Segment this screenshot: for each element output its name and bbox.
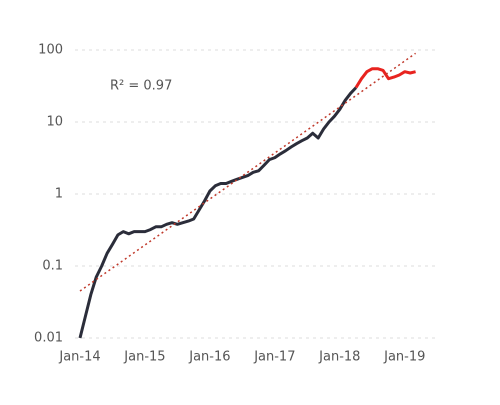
y-tick-label: 1 — [55, 187, 63, 202]
data-line — [354, 67, 416, 89]
y-tick-label: 0.1 — [42, 259, 63, 274]
x-tick-label: Jan-19 — [383, 350, 425, 365]
y-tick-label: 0.01 — [34, 331, 63, 346]
x-tick-label: Jan-16 — [188, 350, 230, 365]
x-tick-label: Jan-15 — [123, 350, 165, 365]
y-tick-label: 10 — [46, 115, 63, 130]
annotation: R² = 0.97 — [110, 79, 172, 94]
y-tick-label: 100 — [38, 43, 63, 58]
data-line — [78, 86, 358, 339]
trend-line — [79, 52, 417, 292]
x-tick-label: Jan-17 — [253, 350, 295, 365]
x-tick-label: Jan-14 — [58, 350, 100, 365]
x-tick-label: Jan-18 — [318, 350, 360, 365]
